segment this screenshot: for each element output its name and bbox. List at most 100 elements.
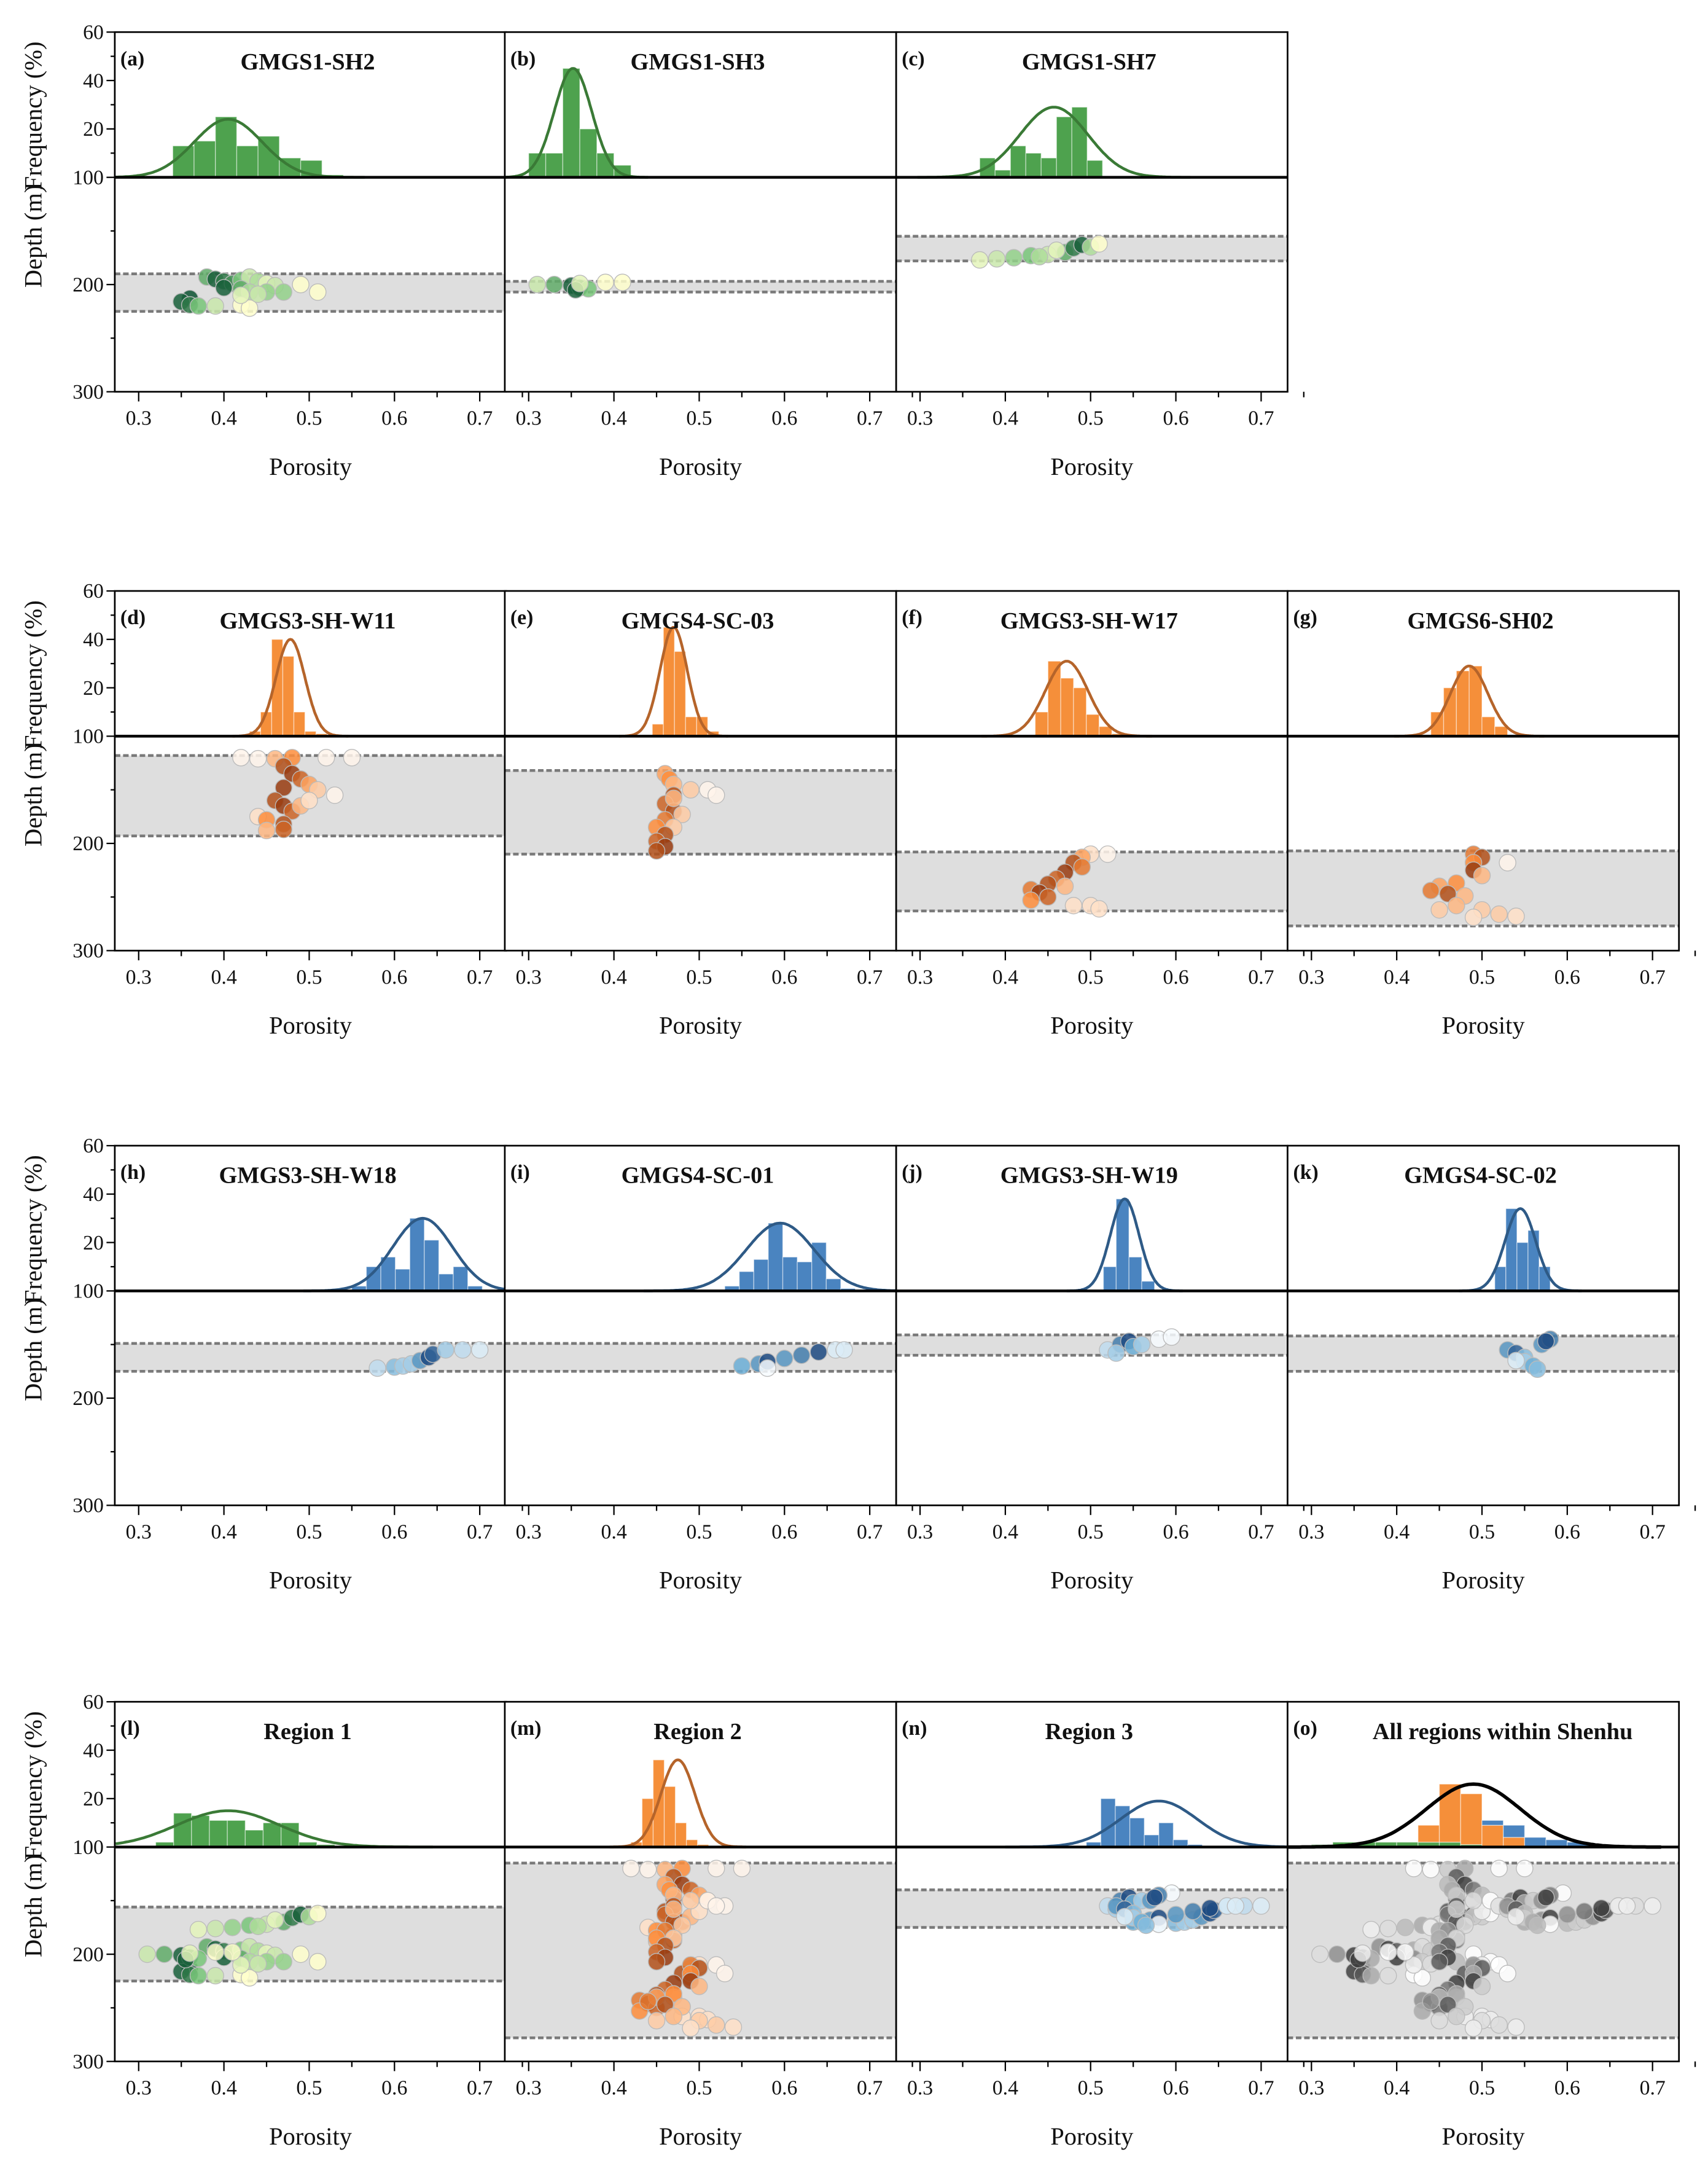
x-tick-label: 0.4 xyxy=(601,407,627,430)
data-point xyxy=(189,1966,208,1985)
histogram-bar xyxy=(797,1261,813,1292)
panel-label: (d) xyxy=(120,606,146,629)
histogram-bar xyxy=(1073,687,1087,737)
histogram-bar xyxy=(1115,1198,1129,1292)
histogram-bar xyxy=(395,1269,410,1292)
y-tick-label: 200 xyxy=(72,1387,104,1410)
data-point xyxy=(1252,1897,1270,1915)
data-point xyxy=(232,1956,250,1974)
x-tick-label: 0.3 xyxy=(1298,2077,1324,2100)
histogram-bar xyxy=(1102,1266,1117,1292)
x-tick-label: 0.7 xyxy=(857,2077,883,2100)
x-tick-label: 0.6 xyxy=(381,1520,407,1543)
data-point xyxy=(249,285,267,303)
x-tick-label: 0.6 xyxy=(1554,1520,1580,1543)
normal-fit-curve xyxy=(1394,664,1545,738)
x-tick-label: 0.5 xyxy=(296,2077,322,2100)
normal-fit-curve xyxy=(1459,1207,1582,1293)
data-point xyxy=(1005,249,1023,267)
x-tick-label: 0.4 xyxy=(601,2077,627,2100)
data-point xyxy=(971,251,989,269)
panel-e: (e) GMGS4-SC-03 0.3 0.4 0.5 0.6 0.7 Porosity xyxy=(504,590,913,1039)
x-tick-label: 0.3 xyxy=(516,2077,542,2100)
x-tick-label: 0.7 xyxy=(467,407,493,430)
data-point xyxy=(614,273,631,291)
histogram-bar xyxy=(562,68,580,178)
x-tick-label: 0.4 xyxy=(211,2077,237,2100)
panel-label: (l) xyxy=(120,1717,140,1740)
data-point xyxy=(1499,1965,1516,1982)
data-point xyxy=(224,1943,241,1961)
data-point xyxy=(647,2012,666,2030)
data-point xyxy=(1507,907,1525,925)
x-tick-label: 0.6 xyxy=(1163,2077,1188,2100)
histogram-bar xyxy=(768,1222,784,1292)
histogram-bar xyxy=(236,145,259,178)
data-point xyxy=(309,1904,327,1923)
histogram-bar xyxy=(1129,1817,1145,1848)
panel-background xyxy=(896,1702,1288,2062)
data-point xyxy=(232,286,250,304)
panel-c: (c) GMGS1-SH7 0.3 0.4 0.5 0.6 0.7 Porosity xyxy=(895,31,1304,480)
data-point xyxy=(1039,888,1057,906)
x-tick-label: 0.6 xyxy=(381,407,407,430)
x-tick-label: 0.4 xyxy=(601,966,627,988)
data-point xyxy=(1405,1956,1423,1974)
data-point xyxy=(1464,1891,1483,1910)
x-tick-label: 0.6 xyxy=(771,2077,797,2100)
normal-fit-curve xyxy=(609,1758,746,1848)
x-tick-label: 0.5 xyxy=(1469,2077,1495,2100)
data-point xyxy=(665,789,683,807)
data-point xyxy=(1422,1992,1440,2011)
x-tick-label: 0.5 xyxy=(296,407,322,430)
histogram-bar xyxy=(782,1256,798,1292)
data-point xyxy=(343,749,361,767)
hydrate-zone-band xyxy=(504,770,897,855)
histogram-bar xyxy=(685,716,697,737)
data-point xyxy=(1439,885,1457,903)
x-axis-label: Porosity xyxy=(1442,1012,1526,1039)
x-tick-label: 0.3 xyxy=(126,966,152,988)
x-tick-label: 0.3 xyxy=(516,407,542,430)
data-point xyxy=(249,1917,267,1935)
histogram-bar xyxy=(674,1822,687,1848)
data-point xyxy=(1090,235,1108,253)
x-tick-label: 0.5 xyxy=(296,1520,322,1543)
data-point xyxy=(318,749,335,767)
data-point xyxy=(1226,1897,1244,1915)
y-tick-label: 40 xyxy=(83,69,104,92)
x-tick-label: 0.4 xyxy=(1384,1520,1410,1543)
panel-label: (m) xyxy=(510,1717,542,1740)
x-tick-label: 0.3 xyxy=(1298,1520,1324,1543)
x-tick-label: 0.7 xyxy=(1640,966,1666,988)
data-point xyxy=(249,749,267,768)
panel-title: GMGS3-SH-W19 xyxy=(1000,1163,1178,1189)
panel-background xyxy=(896,1145,1288,1506)
x-tick-label: 0.6 xyxy=(1163,966,1188,988)
x-tick-label: 0.5 xyxy=(686,2077,712,2100)
data-point xyxy=(1354,1944,1371,1962)
data-point xyxy=(241,1969,259,1987)
normal-fit-curve xyxy=(618,625,728,738)
histogram-bar xyxy=(1481,716,1495,737)
panel-label: (i) xyxy=(510,1161,530,1184)
panel-b: (b) GMGS1-SH3 0.3 0.4 0.5 0.6 0.7 Porosity xyxy=(504,31,913,480)
data-point xyxy=(647,1953,666,1971)
histogram-bar xyxy=(262,1822,282,1848)
y-axis: 60 40 20 100 200 300 Frequency (%)Depth (m) xyxy=(20,1135,115,1517)
data-point xyxy=(639,1992,657,2011)
panel-background xyxy=(504,1145,897,1506)
y-tick-label: 300 xyxy=(72,1495,104,1517)
x-tick-label: 0.7 xyxy=(1248,1520,1274,1543)
y-tick-label: 40 xyxy=(83,1183,104,1206)
data-point xyxy=(665,2008,683,2025)
data-point xyxy=(1116,1907,1134,1926)
panel-frame xyxy=(1287,1144,1680,1506)
data-point xyxy=(682,2019,700,2037)
histogram-bar xyxy=(1086,714,1100,737)
x-axis-label: Porosity xyxy=(1050,1012,1134,1039)
hydrate-zone-band xyxy=(896,1334,1288,1356)
data-point xyxy=(708,1897,725,1915)
histogram-bar xyxy=(1060,678,1074,737)
normal-fit-curve xyxy=(232,638,349,738)
